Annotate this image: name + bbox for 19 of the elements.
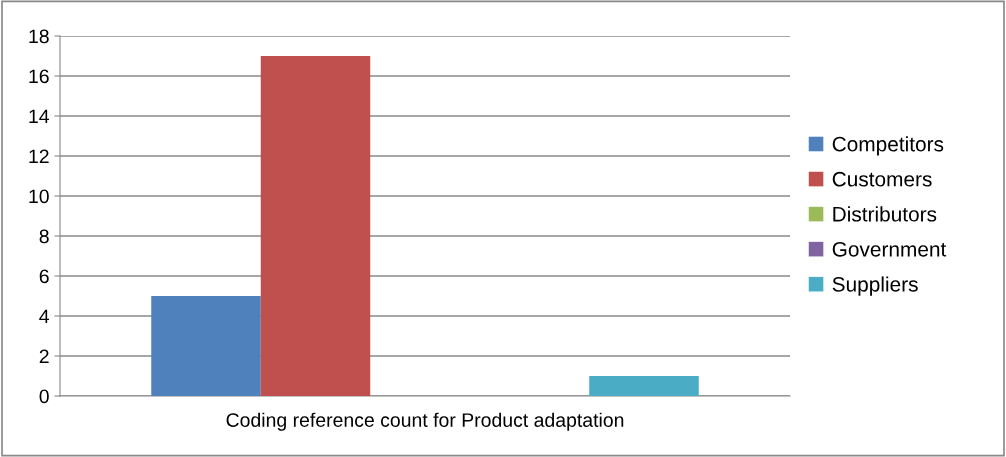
y-tick-label: 14 [29, 109, 50, 124]
bar [260, 56, 371, 396]
y-tick-label: 18 [29, 29, 49, 44]
y-tick-label: 6 [39, 269, 49, 284]
bar [151, 296, 261, 396]
y-tick-label: 12 [29, 149, 49, 164]
y-tick-label: 2 [39, 349, 49, 364]
legend-label: Competitors [832, 136, 944, 156]
y-tick-label: 4 [39, 309, 50, 324]
legend-label: Customers [832, 171, 932, 187]
x-tick-label: Coding reference count for Product adaptation [226, 412, 624, 431]
y-tick-label: 0 [39, 389, 49, 404]
legend-label: Suppliers [832, 276, 918, 296]
y-tick-label: 8 [39, 229, 49, 244]
legend-label: Distributors [833, 206, 937, 222]
legend-label: Government [832, 241, 947, 257]
y-tick-label: 10 [29, 189, 49, 204]
y-tick-label: 16 [29, 69, 49, 84]
bar [589, 376, 699, 396]
